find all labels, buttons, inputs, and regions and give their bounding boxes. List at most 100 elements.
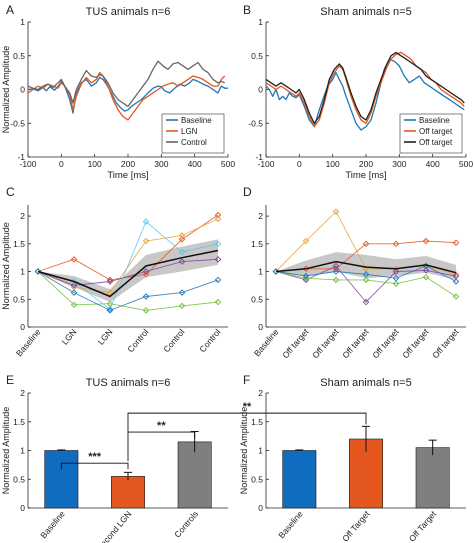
x-tick-label-B: 100 — [326, 159, 340, 169]
animal-marker-C-5 — [34, 268, 42, 275]
panel-letter-a: A — [6, 3, 14, 17]
animal-marker-D-0 — [302, 237, 310, 245]
x-tick-label-A: 200 — [121, 159, 135, 169]
series-line-A-0 — [27, 76, 228, 114]
x-tick-label-A: 0 — [59, 159, 64, 169]
y-tick-label-A: -1 — [17, 152, 25, 162]
y-tick-label-D: 1.5 — [251, 239, 263, 249]
y-tick-label-E: 2 — [20, 388, 25, 398]
legend-label-B-0: Baseline — [419, 116, 450, 125]
y-tick-label-D: 0 — [258, 322, 263, 332]
animal-marker-D-4 — [362, 271, 370, 278]
animal-marker-C-1 — [214, 215, 222, 223]
bar-E-1 — [111, 476, 145, 509]
x-tick-label-B: 500 — [459, 159, 473, 169]
series-line-A-1 — [27, 71, 226, 121]
y-axis-label-A: Normalized Amplitude — [1, 46, 11, 134]
chart-title-E: TUS animals n=6 — [86, 377, 171, 389]
y-tick-label-E: 0.5 — [13, 474, 25, 484]
x-tick-label-A: 300 — [154, 159, 168, 169]
chart-title-A: TUS animals n=6 — [86, 6, 171, 18]
animal-marker-C-3 — [214, 298, 222, 306]
y-axis-label-C: Normalized Amplitude — [1, 222, 11, 310]
animal-line-C-3 — [37, 271, 219, 311]
y-tick-label-D: 1 — [258, 267, 263, 277]
chart-title-F: Sham animals n=5 — [320, 377, 411, 389]
animal-marker-C-0 — [214, 211, 222, 219]
animal-marker-C-1 — [142, 237, 150, 245]
bar-F-2 — [415, 447, 450, 509]
animal-marker-C-0 — [106, 276, 114, 284]
y-tick-label-F: 1.5 — [251, 417, 263, 427]
y-tick-label-B: 1 — [258, 17, 263, 27]
bar-E-2 — [177, 441, 212, 509]
panel-letter-c: C — [6, 185, 15, 199]
significance-label-E-0: *** — [88, 451, 102, 463]
animal-marker-D-4 — [302, 272, 310, 280]
panel-letter-e: E — [6, 373, 14, 387]
animal-line-C-0 — [37, 214, 219, 281]
y-tick-label-C: 2 — [20, 211, 25, 221]
y-tick-label-C: 1.5 — [13, 239, 25, 249]
animal-marker-C-2 — [214, 256, 222, 263]
animal-line-C-2 — [37, 258, 219, 286]
animal-marker-C-3 — [70, 301, 78, 309]
x-axis-label-B: Time [ms] — [345, 170, 386, 181]
animal-marker-C-5 — [106, 307, 114, 314]
animal-marker-C-3 — [178, 302, 186, 310]
bar-E-0 — [44, 450, 79, 509]
animal-marker-D-4 — [332, 268, 340, 275]
x-tick-label-A: 500 — [221, 159, 235, 169]
animal-marker-D-1 — [392, 240, 400, 248]
panel-letter-d: D — [243, 185, 252, 199]
legend-label-A-2: Control — [181, 138, 207, 147]
y-axis-label-E: Normalized Amplitude — [1, 407, 11, 495]
animal-marker-C-5 — [142, 293, 150, 300]
y-tick-label-F: 0.5 — [251, 474, 263, 484]
bar-F-1 — [349, 438, 383, 509]
y-tick-label-E: 1.5 — [13, 417, 25, 427]
animal-marker-D-1 — [422, 237, 430, 245]
animal-marker-C-4 — [106, 306, 114, 313]
animal-marker-D-1 — [362, 240, 370, 248]
x-tick-label-A: 100 — [88, 159, 102, 169]
legend-label-B-1: Off target — [419, 127, 453, 136]
animal-marker-D-3 — [332, 276, 340, 284]
y-tick-label-E: 0 — [20, 503, 25, 513]
significance-bracket-E-0 — [60, 462, 129, 470]
animal-marker-C-5 — [214, 276, 222, 284]
significance-bracket-E-2 — [127, 412, 367, 433]
y-tick-label-B: -1 — [255, 152, 263, 162]
significance-bracket-E-1 — [127, 431, 196, 462]
mean-line-C — [37, 249, 219, 298]
bar-F-0 — [282, 450, 317, 509]
panel-b: Sham animals n=5 -1 -0.5 0 0.5 1 -100 0 100 200 30… — [248, 6, 473, 181]
animal-line-C-1 — [37, 218, 219, 294]
y-tick-label-B: 0.5 — [251, 51, 263, 61]
chart-title-B: Sham animals n=5 — [320, 6, 411, 18]
animal-marker-C-0 — [142, 271, 150, 278]
series-line-B-0 — [265, 58, 465, 131]
panel-letter-b: B — [243, 3, 251, 17]
y-axis-label-F: Normalized Amplitude — [239, 407, 249, 495]
animal-marker-D-1 — [452, 239, 460, 246]
x-tick-label-B: 300 — [392, 159, 406, 169]
animal-marker-D-4 — [392, 274, 400, 282]
significance-label-E-2: ** — [243, 401, 252, 413]
animal-marker-C-4 — [214, 240, 222, 248]
y-tick-label-C: 1 — [20, 267, 25, 277]
animal-marker-D-3 — [392, 280, 400, 287]
animal-marker-C-0 — [178, 236, 186, 243]
animal-marker-C-1 — [178, 232, 186, 239]
x-tick-label-B: -100 — [257, 159, 274, 169]
legend-label-B-2: Off target — [419, 138, 453, 147]
y-tick-label-C: 0 — [20, 322, 25, 332]
animal-marker-C-2 — [142, 268, 150, 275]
x-tick-label-A: -100 — [19, 159, 36, 169]
legend-label-A-1: LGN — [181, 127, 198, 136]
y-tick-label-A: 0 — [20, 85, 25, 95]
y-tick-label-F: 1 — [258, 446, 263, 456]
x-tick-label-B: 200 — [359, 159, 373, 169]
x-tick-label-B: 0 — [297, 159, 302, 169]
y-tick-label-A: 1 — [20, 17, 25, 27]
